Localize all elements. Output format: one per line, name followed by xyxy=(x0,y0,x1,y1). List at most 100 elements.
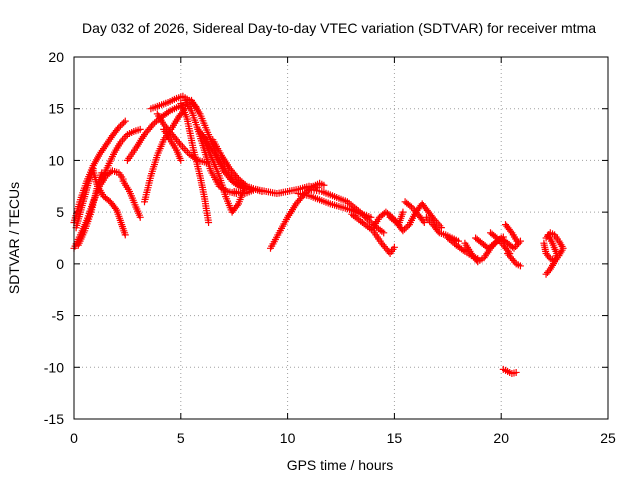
data-point xyxy=(197,128,199,130)
series-trace-13 xyxy=(177,100,213,226)
data-point xyxy=(180,144,182,146)
data-point xyxy=(474,237,477,239)
data-point xyxy=(139,216,141,218)
data-point xyxy=(432,223,434,226)
data-point xyxy=(135,147,137,149)
data-point xyxy=(395,221,398,224)
data-point xyxy=(359,211,361,213)
data-point xyxy=(233,190,235,193)
data-point xyxy=(511,258,513,260)
data-point xyxy=(351,213,353,215)
data-point xyxy=(120,221,122,224)
series-trace-17 xyxy=(198,131,249,216)
data-point xyxy=(163,123,165,125)
data-point xyxy=(156,154,158,156)
data-point xyxy=(103,196,105,198)
data-point xyxy=(434,219,436,222)
data-point xyxy=(554,260,556,262)
data-point xyxy=(171,126,173,128)
series-trace-32 xyxy=(502,221,522,247)
data-point xyxy=(126,133,128,136)
data-point xyxy=(438,232,440,234)
data-point xyxy=(346,201,349,203)
data-point xyxy=(504,223,507,226)
data-point xyxy=(340,206,342,208)
data-point xyxy=(425,216,428,218)
series-trace-30 xyxy=(472,234,524,252)
data-point xyxy=(265,190,267,193)
series-trace-36 xyxy=(540,231,561,265)
data-point xyxy=(545,237,547,239)
data-point xyxy=(427,211,430,213)
data-point xyxy=(84,230,86,232)
data-point xyxy=(361,221,363,224)
data-point xyxy=(547,234,549,236)
data-point xyxy=(109,201,111,203)
data-point xyxy=(207,133,210,136)
data-point xyxy=(408,223,410,226)
data-point xyxy=(545,273,547,275)
axis-ticks: 0 5 10 15 20 25 -15 -10 -5 0 5 10 15 20 xyxy=(44,49,616,446)
data-point xyxy=(126,159,128,162)
series-trace-09 xyxy=(141,105,189,206)
data-point xyxy=(351,209,353,211)
x-tick-label: 20 xyxy=(493,430,509,446)
data-point xyxy=(237,203,240,205)
data-point xyxy=(163,128,165,130)
data-point xyxy=(180,102,182,105)
data-point xyxy=(77,244,79,246)
data-point xyxy=(203,149,205,151)
data-point xyxy=(423,221,425,224)
data-point xyxy=(111,135,114,137)
data-point xyxy=(470,252,472,255)
data-point xyxy=(297,192,299,195)
data-point xyxy=(308,194,310,197)
data-point xyxy=(421,203,423,205)
x-tick-label: 5 xyxy=(177,430,185,446)
series-trace-33 xyxy=(504,250,524,270)
data-point xyxy=(186,118,188,120)
data-point xyxy=(549,232,551,234)
y-tick-label: -15 xyxy=(44,411,64,427)
data-point xyxy=(90,211,92,213)
data-point xyxy=(404,201,406,203)
data-point xyxy=(124,234,126,236)
y-axis-label: SDTVAR / TECUs xyxy=(6,182,22,294)
data-point xyxy=(210,154,212,156)
y-tick-label: -10 xyxy=(44,359,64,375)
data-point xyxy=(143,201,146,203)
data-point xyxy=(122,180,124,182)
data-point xyxy=(440,227,442,229)
data-point xyxy=(447,237,449,239)
data-point xyxy=(549,268,551,270)
data-point xyxy=(88,180,90,182)
data-point xyxy=(502,368,504,370)
data-point xyxy=(489,232,492,234)
y-tick-label: -5 xyxy=(52,308,65,324)
data-point xyxy=(254,188,257,190)
data-point xyxy=(308,188,310,190)
data-point xyxy=(107,165,109,167)
data-point xyxy=(410,206,413,208)
data-point xyxy=(190,110,193,112)
data-point xyxy=(171,133,173,136)
y-tick-label: 15 xyxy=(48,101,64,117)
data-point xyxy=(220,154,222,156)
data-point xyxy=(464,242,466,244)
data-point xyxy=(269,247,272,249)
data-point xyxy=(319,182,321,184)
series-trace-06 xyxy=(98,125,144,183)
data-point xyxy=(169,139,171,141)
data-point xyxy=(513,247,515,249)
series-trace-08 xyxy=(123,101,189,164)
data-point xyxy=(175,97,178,99)
data-point xyxy=(483,257,485,259)
data-point xyxy=(287,216,289,218)
data-point xyxy=(549,258,551,260)
data-point xyxy=(118,126,120,128)
data-point xyxy=(212,139,214,141)
data-point xyxy=(378,216,381,218)
data-point xyxy=(182,95,184,97)
data-point xyxy=(99,153,101,155)
